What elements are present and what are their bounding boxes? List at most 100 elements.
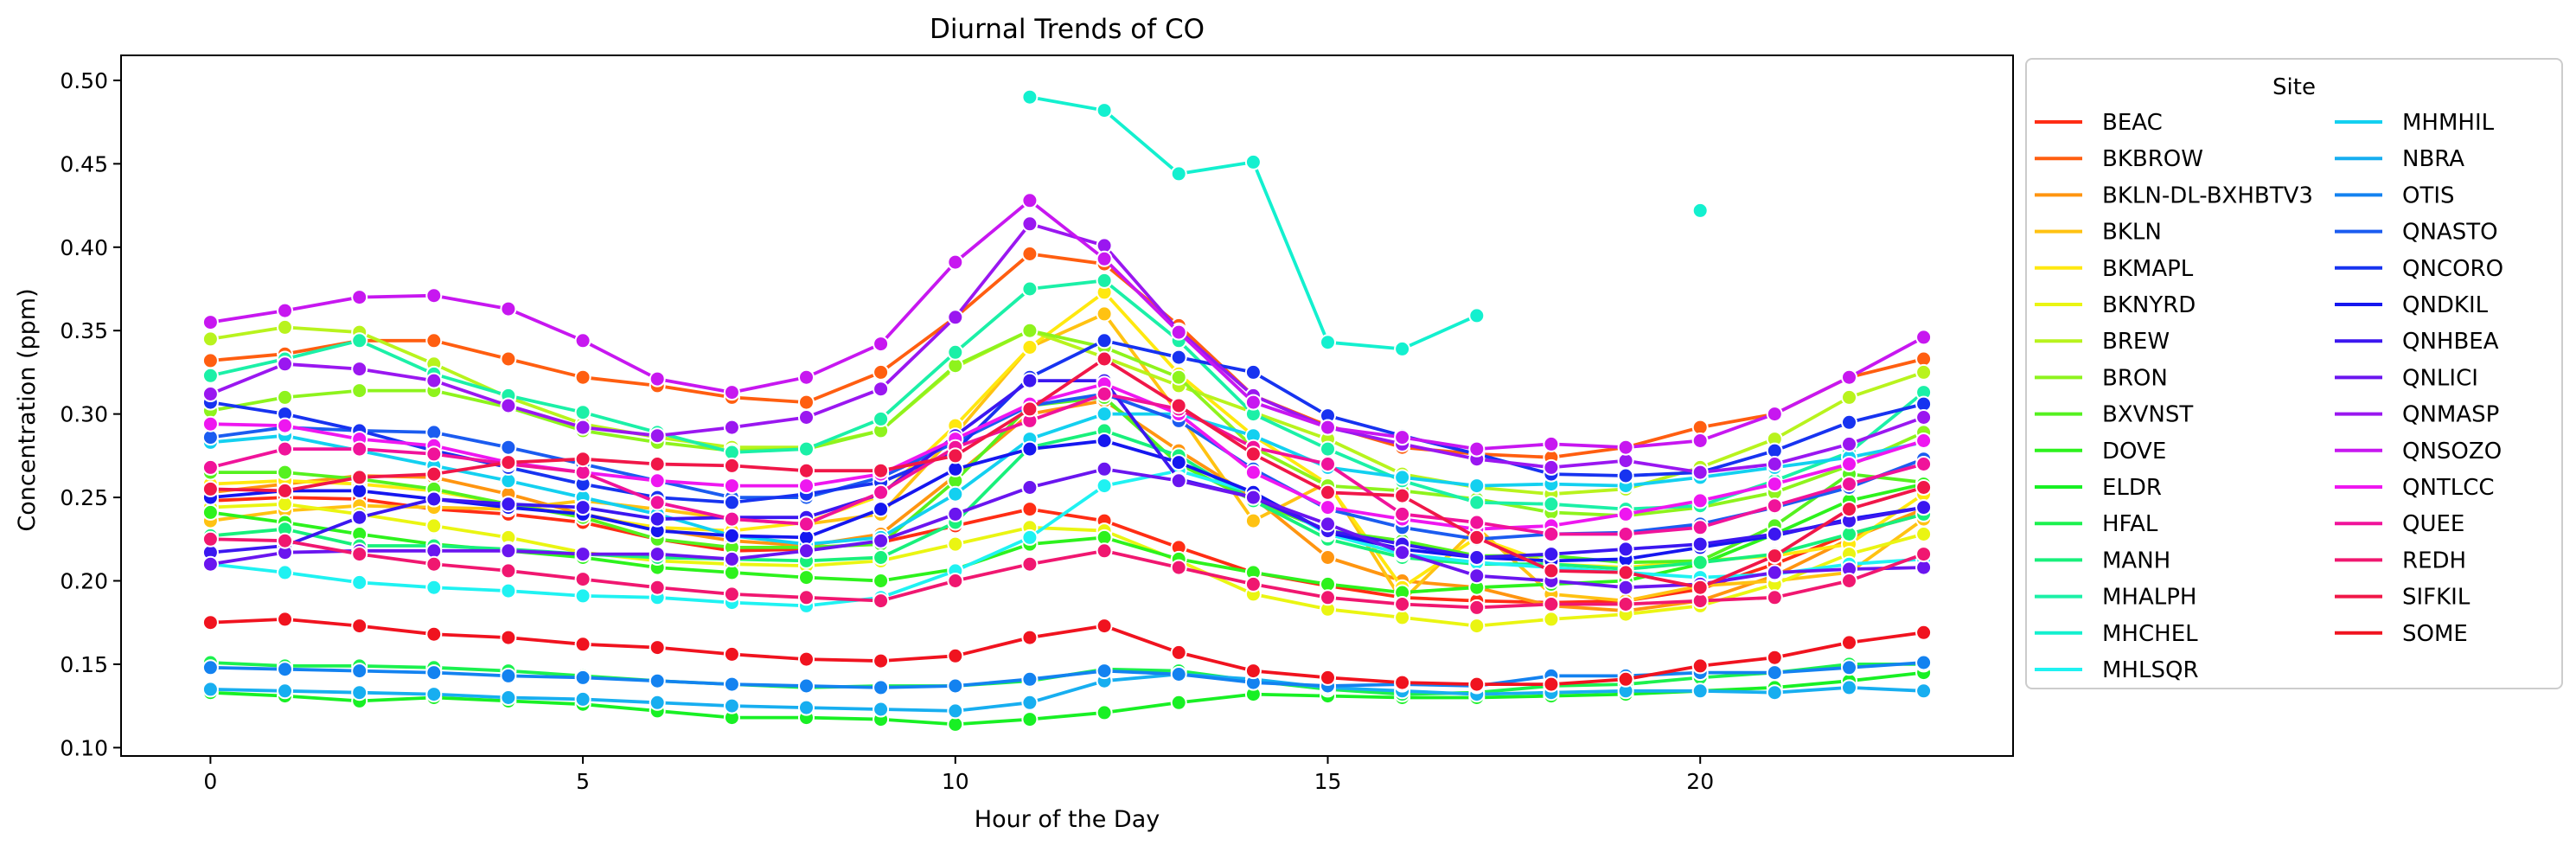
data-point: [351, 469, 368, 486]
data-point: [351, 573, 368, 591]
data-point: [1691, 535, 1709, 553]
legend-label: SIFKIL: [2402, 585, 2471, 611]
legend-label: MHMHIL: [2402, 110, 2495, 136]
legend-label: QNASTO: [2402, 220, 2498, 246]
series-line: [210, 252, 1925, 459]
x-tick-label: 15: [1314, 769, 1342, 794]
data-point: [574, 690, 591, 708]
data-point: [425, 625, 443, 643]
series-mhchel: [1021, 88, 1709, 357]
data-point: [1244, 394, 1262, 411]
data-point: [1394, 469, 1411, 486]
data-point: [201, 386, 219, 402]
legend-item-beac: BEAC: [2035, 110, 2163, 136]
series-line: [210, 379, 1924, 560]
series-redh: [201, 530, 1933, 616]
data-point: [1841, 456, 1857, 472]
data-point: [1691, 432, 1709, 449]
data-point: [947, 715, 964, 733]
data-point: [1468, 307, 1486, 324]
x-tick-label: 5: [576, 769, 590, 794]
legend-label: BKLN-DL-BXHBTV3: [2102, 183, 2313, 208]
data-point: [947, 647, 964, 664]
legend-item-hfal: HFAL: [2035, 511, 2158, 537]
data-point: [1691, 682, 1709, 700]
legend-label: BKMAPL: [2102, 256, 2194, 282]
x-axis-label: Hour of the Day: [975, 806, 1160, 833]
data-point: [1021, 501, 1039, 518]
data-point: [1320, 484, 1336, 501]
series-line: [210, 329, 1925, 518]
legend-item-some: SOME: [2335, 621, 2468, 647]
y-axis-label: Concentration (ppm): [14, 288, 41, 531]
data-point: [1841, 388, 1857, 406]
data-point: [1915, 546, 1933, 563]
data-point: [1096, 386, 1113, 402]
data-point: [351, 440, 368, 458]
data-point: [1543, 458, 1560, 476]
legend-item-brew: BREW: [2035, 329, 2170, 355]
data-point: [1915, 456, 1933, 472]
series-quee: [201, 386, 1933, 542]
data-point: [1617, 564, 1634, 581]
data-point: [723, 384, 740, 401]
data-point: [1915, 559, 1933, 576]
data-point: [798, 477, 815, 495]
data-point: [1021, 280, 1039, 298]
data-point: [649, 494, 666, 511]
data-point: [1691, 492, 1709, 509]
data-point: [1244, 575, 1262, 593]
data-point: [947, 485, 964, 503]
legend-label: REDH: [2402, 548, 2466, 573]
series-line: [210, 381, 1925, 531]
data-point: [1096, 432, 1113, 449]
legend-label: DOVE: [2102, 439, 2166, 464]
data-point: [1021, 711, 1039, 728]
series-line: [210, 537, 1925, 610]
data-point: [1766, 649, 1783, 666]
data-point: [1320, 669, 1336, 686]
legend-item-bkln: BKLN: [2035, 220, 2162, 246]
data-point: [873, 381, 890, 398]
data-point: [947, 447, 964, 464]
series-line: [210, 439, 1924, 563]
data-point: [1468, 514, 1486, 531]
data-point: [201, 555, 219, 573]
data-point: [1468, 567, 1486, 585]
data-point: [1320, 440, 1336, 458]
data-point: [1021, 479, 1039, 496]
data-point: [873, 573, 890, 589]
data-point: [1617, 596, 1634, 612]
data-point: [351, 546, 368, 563]
data-point: [1691, 464, 1709, 481]
y-tick-label: 0.25: [60, 485, 108, 510]
data-point: [1617, 467, 1634, 484]
data-point: [1617, 505, 1634, 522]
data-point: [1915, 682, 1933, 700]
legend-item-qnmasp: QNMASP: [2335, 402, 2499, 428]
series-qnmasp: [201, 215, 1933, 481]
data-point: [1170, 472, 1187, 490]
data-point: [1320, 419, 1336, 436]
data-point: [425, 579, 443, 596]
data-point: [1096, 332, 1113, 349]
data-point: [277, 464, 293, 481]
data-point: [201, 503, 219, 521]
data-point: [277, 388, 293, 406]
data-point: [201, 530, 219, 548]
data-point: [1096, 663, 1113, 680]
data-point: [649, 694, 666, 711]
data-point: [425, 465, 443, 483]
data-point: [201, 659, 219, 676]
data-point: [798, 699, 815, 716]
data-point: [500, 454, 517, 471]
data-point: [1915, 409, 1933, 426]
data-point: [649, 672, 666, 689]
data-point: [798, 569, 815, 586]
data-point: [873, 549, 890, 566]
data-point: [574, 571, 591, 588]
data-point: [1096, 477, 1113, 495]
data-point: [1691, 554, 1709, 571]
data-point: [1543, 596, 1560, 612]
